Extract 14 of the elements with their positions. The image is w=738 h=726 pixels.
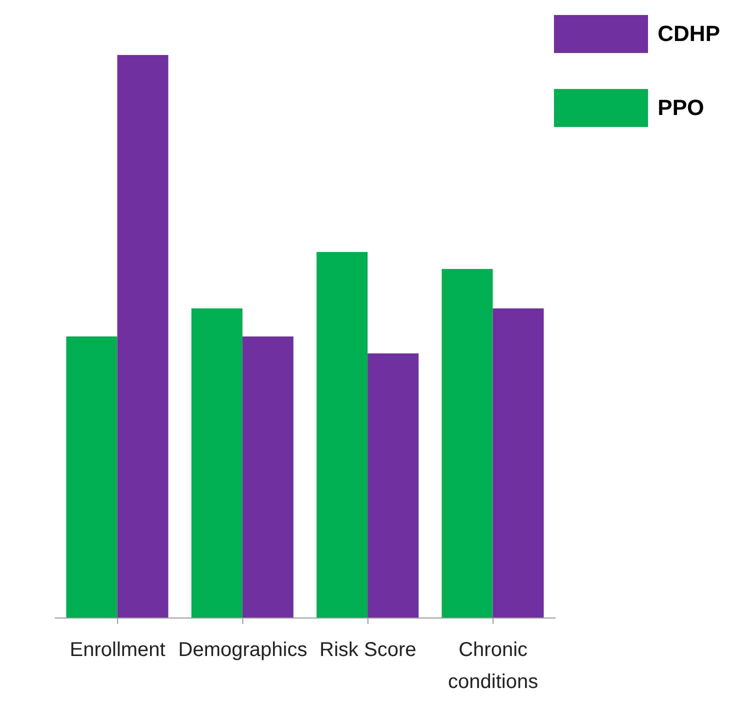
bar (492, 308, 544, 618)
x-tick-label: Demographics (178, 639, 308, 661)
x-tick-label: Enrollment (70, 639, 166, 661)
bar (442, 268, 493, 618)
bar (117, 55, 168, 618)
legend-label: CDHP (658, 21, 720, 47)
x-tick-label: Risk Score (320, 639, 416, 661)
bar (316, 252, 368, 618)
bar (66, 336, 118, 618)
x-tick-label: Chronic conditions (448, 639, 538, 693)
bar (191, 308, 242, 618)
bar (368, 353, 419, 618)
bar (242, 336, 294, 618)
legend-label: PPO (658, 95, 704, 121)
